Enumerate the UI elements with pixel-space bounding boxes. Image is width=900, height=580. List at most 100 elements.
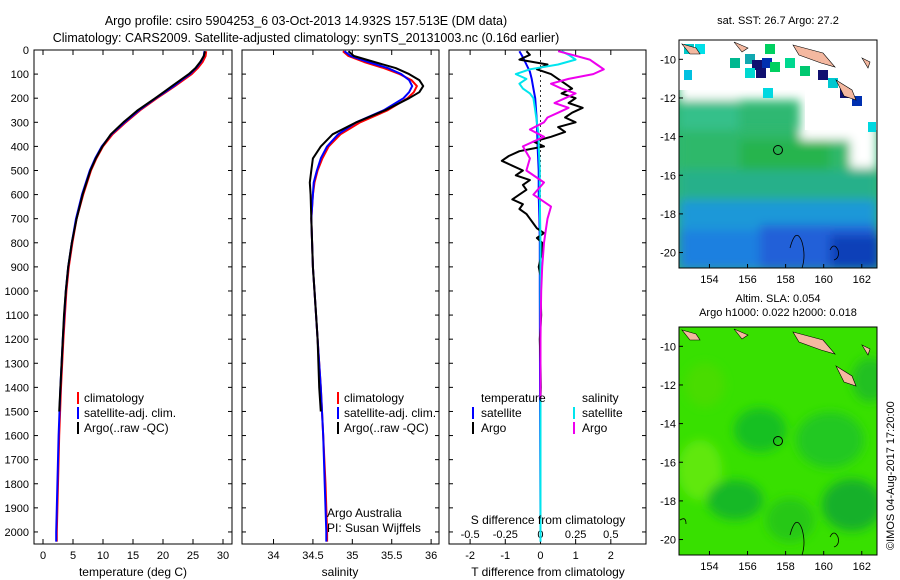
legend-label-argo: Argo(..raw -QC) [344,421,429,435]
sst-pixel [745,68,755,78]
sla-map-panel: Altim. SLA: 0.054 Argo h1000: 0.022 h200… [660,293,878,573]
map-x-tick-label: 156 [738,561,756,573]
x-tick-label: 36 [425,550,437,562]
sst-pixel [785,58,795,68]
depth-tick-label: 1300 [5,358,29,370]
map-y-tick-label: -16 [660,170,676,182]
sst-reef-contour [789,234,839,268]
depth-tick-label: 1200 [5,334,29,346]
salinity-panel: 34 34.5 35 35.5 36 climatology satellite-adj… [241,49,440,579]
map-y-tick-label: -10 [660,341,676,353]
s-diff-tick-label: -0.5 [461,529,480,541]
x-tick-label: 20 [157,550,169,562]
temperature-profiles [55,50,208,542]
sst-pixel [745,54,755,64]
map-y-tick-label: -16 [660,457,676,469]
sst-map-axes: 154 156 158 160 162 -10 -12 -14 -16 -18 -20 [660,54,871,286]
sst-pixel [756,68,766,78]
sst-landmass [681,41,871,101]
x-tick-label: 0 [40,550,46,562]
map-x-tick-label: 158 [776,274,794,286]
depth-tick-label: 900 [11,262,29,274]
sla-reef-contour [679,518,839,555]
depth-tick-label: 100 [11,69,29,81]
depth-tick-label: 1100 [5,310,29,322]
salinity-plot-frame [241,49,440,545]
legend-heading-temperature: temperature [481,391,546,405]
salinity-x-axis: 34 34.5 35 35.5 36 [242,49,439,562]
legend-label-t-argo: Argo [481,421,507,435]
x-tick-label: 34 [267,550,279,562]
map-y-tick-label: -14 [660,419,676,431]
temperature-panel: 0100200300400500600700800900100011001200… [5,45,233,579]
sst-pixel [828,78,838,88]
map-y-tick-label: -20 [660,248,676,260]
map-x-tick-label: 162 [853,561,871,573]
s-diff-tick-label: 0.5 [603,529,618,541]
sla-map-title: Altim. SLA: 0.054 [736,293,821,305]
depth-tick-label: 1600 [5,431,29,443]
depth-tick-label: 700 [11,214,29,226]
map-y-tick-label: -14 [660,132,676,144]
difference-top-label: S difference from climatology [471,513,626,527]
sst-map-panel: sat. SST: 26.7 Argo: 27.2 [660,15,878,286]
figure-title-line2: Climatology: CARS2009. Satellite-adjuste… [53,31,560,45]
map-x-tick-label: 154 [700,274,718,286]
sla-map-field [679,327,877,555]
series-line-argo-raw-qc- [58,50,206,412]
temperature-legend: climatology satellite-adj. clim. Argo(..… [77,391,176,435]
difference-plot-frame [448,49,647,545]
x-tick-label: 35 [346,550,358,562]
x-tick-label: 0 [537,550,543,562]
depth-tick-label: 500 [11,165,29,177]
legend-label-satellite: satellite-adj. clim. [344,406,436,420]
sst-pixel [818,70,828,80]
depth-tick-label: 2000 [5,527,29,539]
map-x-tick-label: 160 [815,561,833,573]
temperature-x-axis: 0 5 10 15 20 25 30 [34,49,232,562]
salinity-profiles [308,50,425,542]
depth-tick-label: 300 [11,117,29,129]
figure-title-line1: Argo profile: csiro 5904253_6 03-Oct-201… [105,14,507,28]
map-x-tick-label: 156 [738,274,756,286]
s-diff-tick-label: 0.25 [565,529,586,541]
difference-x-axis: -2 -1 0 1 2 [449,49,646,562]
depth-tick-label: 0 [23,45,29,57]
x-tick-label: 30 [217,550,229,562]
map-y-tick-label: -20 [660,535,676,547]
map-x-tick-label: 160 [815,274,833,286]
depth-tick-label: 1700 [5,455,29,467]
legend-label-argo: Argo(..raw -QC) [84,421,169,435]
temperature-plot-frame [33,49,233,545]
x-tick-label: 10 [97,550,109,562]
x-tick-label: 5 [70,550,76,562]
sla-map-subtitle: Argo h1000: 0.022 h2000: 0.018 [699,307,857,319]
difference-profiles [500,50,605,544]
sla-argo-marker [773,436,783,446]
legend-heading-salinity: salinity [582,391,619,405]
x-tick-label: 1 [573,550,579,562]
sst-pixel [770,62,780,72]
sst-pixel [684,70,692,80]
x-tick-label: 15 [127,550,139,562]
map-y-tick-label: -10 [660,54,676,66]
x-tick-label: -2 [465,550,475,562]
sst-pixel [763,88,773,98]
sst-map-title: sat. SST: 26.7 Argo: 27.2 [717,15,839,27]
x-tick-label: 35.5 [381,550,402,562]
map-y-tick-label: -12 [660,380,676,392]
x-tick-label: 25 [187,550,199,562]
difference-x-label: T difference from climatology [471,565,625,579]
series-line-satellite-adj-clim- [310,50,414,542]
salinity-legend: climatology satellite-adj. clim. Argo(..… [337,391,436,435]
depth-tick-label: 800 [11,238,29,250]
series-line-s-satellite [514,50,577,542]
sst-pixel [765,44,775,54]
map-x-tick-label: 158 [776,561,794,573]
sst-pixel [762,58,772,68]
salinity-x-label: salinity [322,565,359,579]
depth-tick-label: 400 [11,141,29,153]
difference-legend: temperature satellite Argo salinity sate… [472,391,623,435]
sst-map-frame [678,39,878,269]
